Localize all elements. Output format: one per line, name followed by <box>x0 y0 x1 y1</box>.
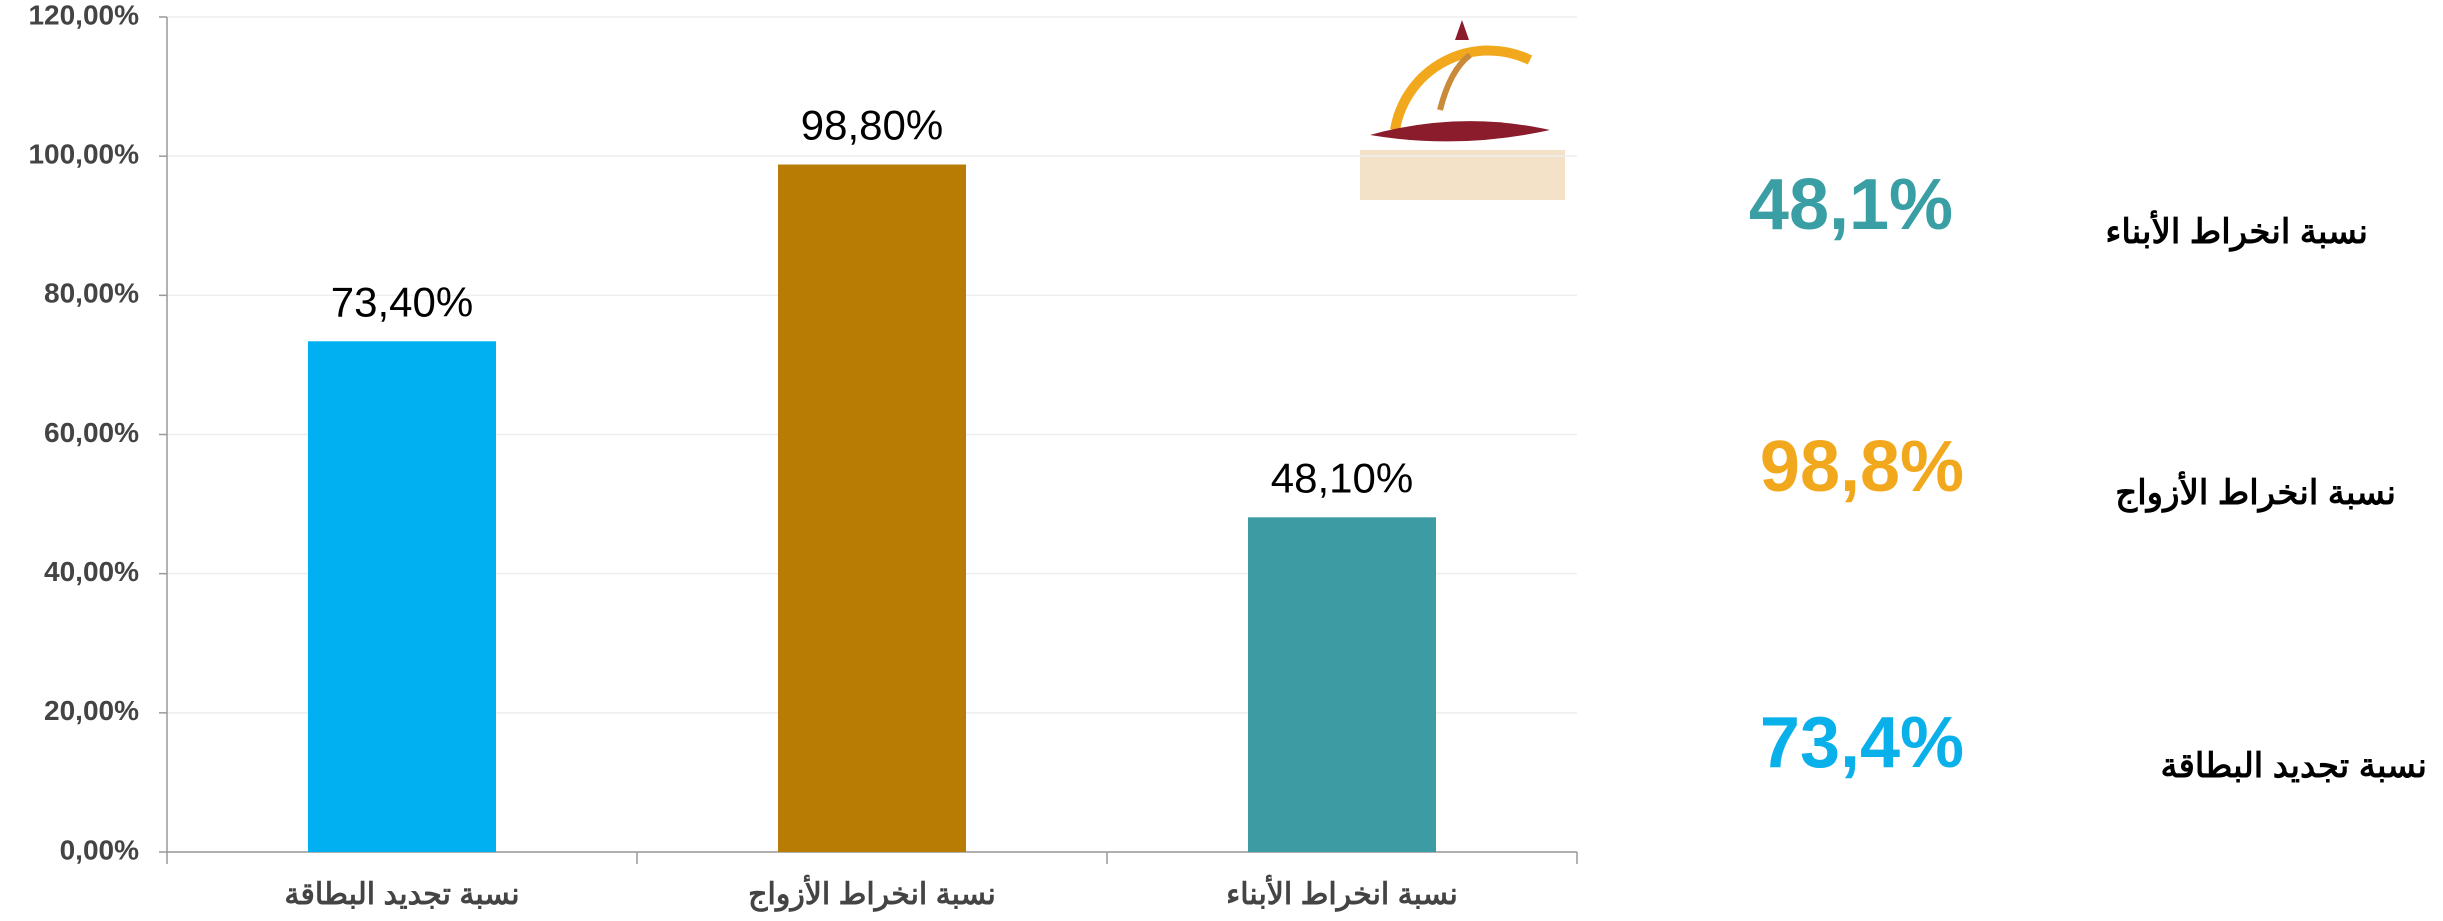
y-tick-label: 60,00% <box>44 417 139 448</box>
y-tick-label: 20,00% <box>44 695 139 726</box>
y-tick-label: 80,00% <box>44 278 139 309</box>
logo-script <box>1360 150 1565 200</box>
value-label: 48,10% <box>1271 454 1413 501</box>
x-tick-label: نسبة انخراط الأزواج <box>748 875 996 912</box>
summary-value: 98,8% <box>1760 427 1964 507</box>
summary-label: نسبة انخراط الأبناء <box>2105 210 2368 252</box>
y-tick-label: 100,00% <box>28 139 139 170</box>
bar <box>1248 517 1436 852</box>
y-tick-label: 0,00% <box>60 834 139 865</box>
logo-feather <box>1437 52 1472 111</box>
x-tick-label: نسبة تجديد البطاقة <box>284 878 519 911</box>
logo-arc <box>1390 45 1533 131</box>
summary-label: نسبة انخراط الأزواج <box>2115 471 2396 513</box>
y-tick-label: 120,00% <box>28 0 139 30</box>
x-tick-label: نسبة انخراط الأبناء <box>1226 875 1458 912</box>
bar <box>778 164 966 852</box>
value-label: 73,40% <box>331 278 473 325</box>
summary-value: 48,1% <box>1749 165 1953 245</box>
logo-base <box>1370 121 1550 142</box>
logo-spire <box>1455 20 1469 40</box>
summary-label: نسبة تجديد البطاقة <box>2160 747 2427 785</box>
value-label: 98,80% <box>801 102 943 149</box>
bar <box>308 341 496 852</box>
y-tick-label: 40,00% <box>44 556 139 587</box>
logo <box>1360 20 1565 200</box>
summary-value: 73,4% <box>1760 703 1964 783</box>
